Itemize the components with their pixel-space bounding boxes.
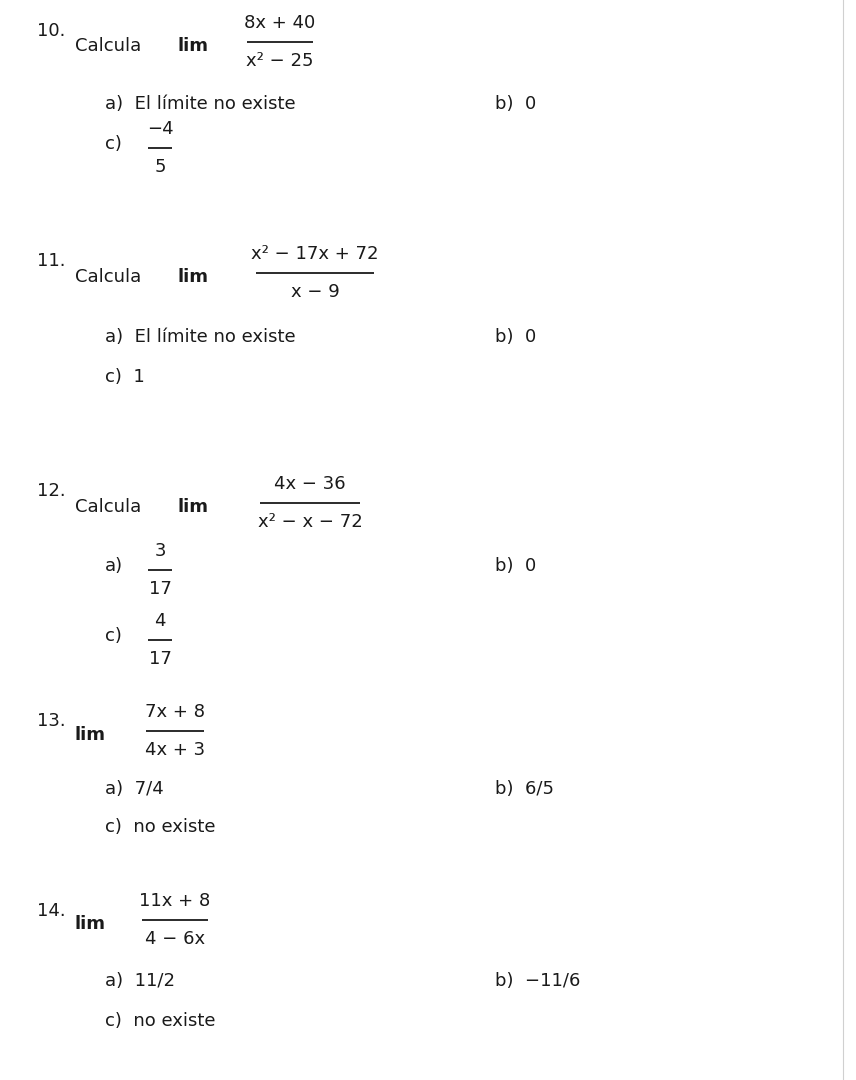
Text: x² − 17x + 72: x² − 17x + 72 [252, 245, 378, 264]
Text: 17: 17 [149, 580, 171, 598]
Text: 13.: 13. [37, 712, 66, 730]
Text: x − 9: x − 9 [291, 283, 339, 301]
Text: a)  El límite no existe: a) El límite no existe [105, 328, 295, 346]
Text: c): c) [105, 627, 122, 645]
Text: lim: lim [178, 498, 209, 516]
Text: 10.: 10. [37, 22, 65, 40]
Text: lim: lim [75, 915, 106, 933]
Text: Calcula: Calcula [75, 37, 141, 55]
Text: 7x + 8: 7x + 8 [145, 703, 205, 721]
Text: −4: −4 [146, 120, 173, 138]
Text: 8x + 40: 8x + 40 [244, 14, 316, 32]
Text: Calcula: Calcula [75, 498, 141, 516]
Text: 4x − 36: 4x − 36 [274, 475, 346, 492]
Text: 4x + 3: 4x + 3 [145, 741, 205, 759]
Text: lim: lim [75, 726, 106, 744]
Text: c)  no existe: c) no existe [105, 818, 216, 836]
Text: a)  El límite no existe: a) El límite no existe [105, 95, 295, 113]
Text: b)  6/5: b) 6/5 [495, 780, 554, 798]
Text: Calcula: Calcula [75, 268, 141, 286]
Text: 4 − 6x: 4 − 6x [145, 930, 205, 948]
Text: 5: 5 [154, 158, 166, 176]
Text: b)  0: b) 0 [495, 328, 536, 346]
Text: a)  11/2: a) 11/2 [105, 972, 175, 990]
Text: x² − 25: x² − 25 [247, 52, 314, 70]
Text: b)  0: b) 0 [495, 557, 536, 575]
Text: 11x + 8: 11x + 8 [140, 892, 211, 910]
Text: c)  no existe: c) no existe [105, 1012, 216, 1030]
Text: lim: lim [178, 268, 209, 286]
Text: 11.: 11. [37, 252, 66, 270]
Text: 4: 4 [154, 612, 166, 630]
Text: b)  −11/6: b) −11/6 [495, 972, 580, 990]
Text: a): a) [105, 557, 123, 575]
Text: 14.: 14. [37, 902, 66, 920]
Text: 12.: 12. [37, 482, 66, 500]
Text: 3: 3 [154, 542, 166, 561]
Text: c): c) [105, 135, 122, 153]
Text: lim: lim [178, 37, 209, 55]
Text: 17: 17 [149, 650, 171, 669]
Text: x² − x − 72: x² − x − 72 [258, 513, 362, 531]
Text: a)  7/4: a) 7/4 [105, 780, 163, 798]
Text: b)  0: b) 0 [495, 95, 536, 113]
Text: c)  1: c) 1 [105, 368, 145, 386]
